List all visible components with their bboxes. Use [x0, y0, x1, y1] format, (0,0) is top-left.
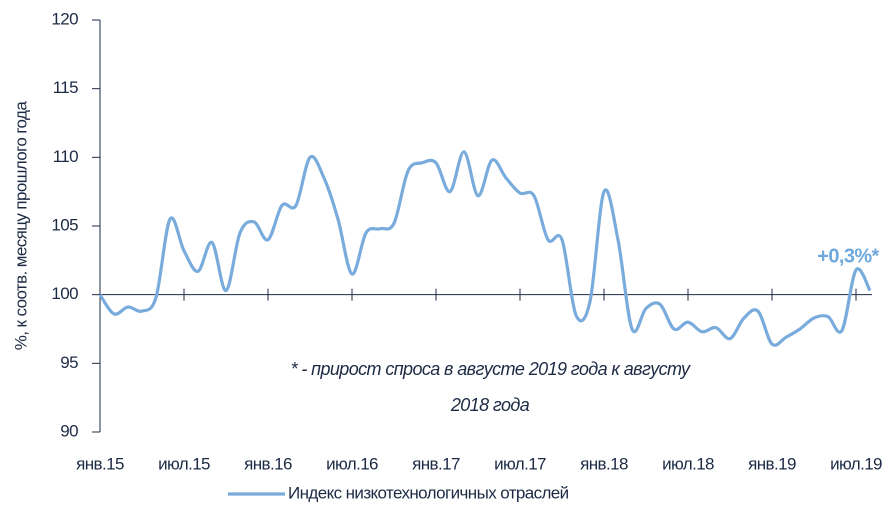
x-tick-label: янв.16 [244, 454, 292, 473]
y-tick-label: 120 [51, 9, 78, 28]
annotation: 2018 года [450, 395, 530, 415]
x-tick-label: янв.18 [580, 454, 628, 473]
highlight-label: +0,3%* [817, 245, 879, 267]
x-tick-label: июл.15 [158, 454, 210, 473]
x-tick-label: июл.17 [494, 454, 546, 473]
x-tick-label: янв.15 [76, 454, 124, 473]
x-tick-label: июл.18 [662, 454, 714, 473]
x-tick-label: янв.17 [412, 454, 460, 473]
y-tick-label: 100 [51, 284, 78, 303]
y-tick-label: 115 [53, 78, 78, 97]
x-tick-label: июл.16 [326, 454, 378, 473]
x-tick-label: июл.19 [830, 454, 882, 473]
y-tick-label: 90 [60, 421, 78, 440]
y-tick-label: 95 [60, 353, 78, 372]
annotation: * - прирост спроса в августе 2019 года к… [291, 359, 691, 379]
legend-label: Индекс низкотехнологичных отраслей [288, 483, 569, 502]
y-tick-label: 110 [53, 147, 78, 166]
y-tick-label: 105 [51, 215, 78, 234]
y-axis-label: %, к соотв. месяцу прошлого года [11, 101, 30, 351]
line-series [98, 150, 872, 347]
x-tick-label: янв.19 [748, 454, 796, 473]
